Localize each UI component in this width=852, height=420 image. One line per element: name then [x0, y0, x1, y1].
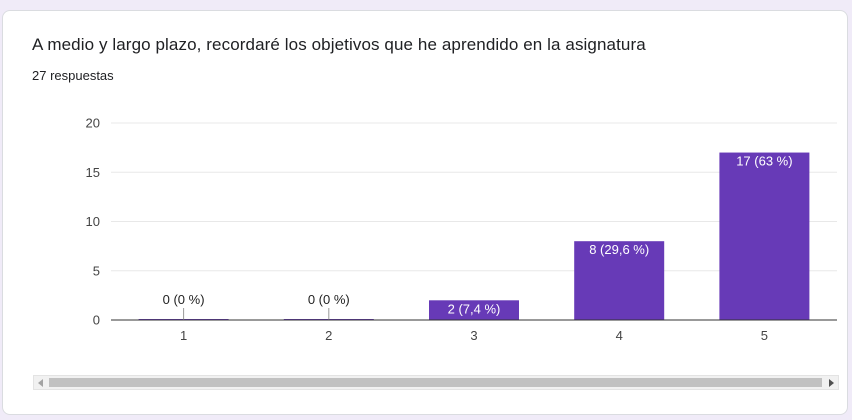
bar — [719, 152, 810, 320]
scrollbar-thumb[interactable] — [49, 378, 822, 387]
bar — [574, 241, 665, 320]
x-tick-label: 1 — [180, 328, 187, 343]
data-label: 0 (0 %) — [163, 292, 205, 307]
y-tick-label: 5 — [93, 263, 100, 278]
data-label: 17 (63 %) — [736, 154, 792, 169]
y-tick-label: 15 — [86, 165, 100, 180]
scroll-right-arrow-icon[interactable] — [829, 379, 834, 387]
data-label: 0 (0 %) — [308, 292, 350, 307]
x-tick-label: 3 — [470, 328, 477, 343]
scroll-left-arrow-icon[interactable] — [38, 379, 43, 387]
question-card: A medio y largo plazo, recordaré los obj… — [2, 10, 848, 415]
x-tick-label: 2 — [325, 328, 332, 343]
y-tick-label: 20 — [86, 116, 100, 131]
response-count: 27 respuestas — [32, 68, 114, 83]
y-tick-label: 10 — [86, 214, 100, 229]
x-tick-label: 4 — [616, 328, 623, 343]
y-tick-label: 0 — [93, 313, 100, 328]
data-label: 2 (7,4 %) — [448, 301, 501, 316]
question-title: A medio y largo plazo, recordaré los obj… — [32, 35, 646, 54]
data-label: 8 (29,6 %) — [589, 242, 649, 257]
bar-chart: 0 5 10 15 20 0 (0 %) 1 0 (0 %) 2 2 (7,4 %) 3 8 (29,… — [86, 116, 837, 343]
x-tick-label: 5 — [761, 328, 768, 343]
horizontal-scrollbar[interactable] — [33, 375, 839, 390]
bar — [429, 300, 519, 320]
